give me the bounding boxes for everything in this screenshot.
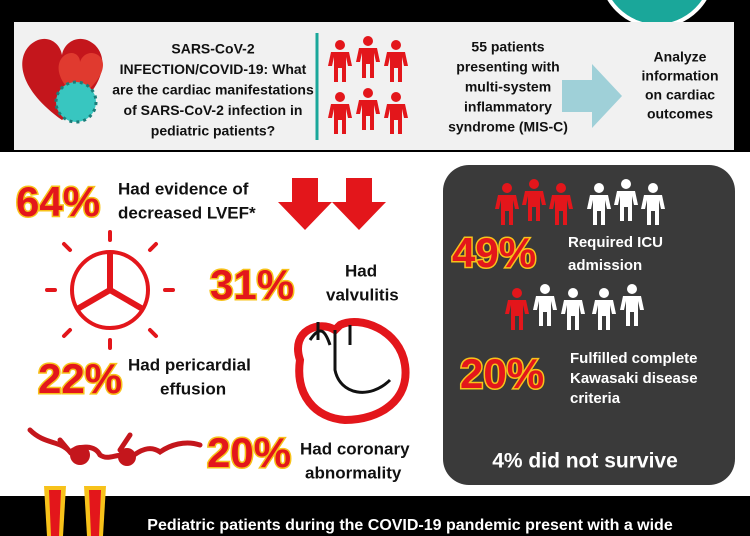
question-line: INFECTION/COVID-19: What bbox=[120, 61, 307, 77]
finding-text: effusion bbox=[160, 379, 226, 398]
finding-text: decreased LVEF* bbox=[118, 203, 256, 222]
finding-text: Had evidence of bbox=[118, 179, 249, 198]
conclusion: Pediatric patients during the COVID-19 p… bbox=[147, 517, 673, 534]
outcome-text: Required ICU bbox=[568, 234, 663, 251]
finding-text: abnormality bbox=[305, 463, 402, 482]
cohort-line: multi-system bbox=[465, 79, 551, 95]
aneurysm bbox=[70, 445, 90, 465]
question-line: SARS-CoV-2 bbox=[171, 41, 254, 57]
outcome-text: admission bbox=[568, 257, 642, 274]
outcome-text: Kawasaki disease bbox=[570, 370, 698, 387]
outcome-percent: 49% bbox=[452, 229, 536, 276]
finding-text: Had pericardial bbox=[128, 355, 251, 374]
cohort-line: inflammatory bbox=[464, 99, 552, 115]
finding-percent: 22% bbox=[38, 355, 122, 402]
outcome-percent: 20% bbox=[460, 350, 544, 397]
outcome-text: criteria bbox=[570, 390, 621, 407]
exclamation-icons bbox=[44, 486, 106, 536]
analysis-line: information bbox=[642, 68, 719, 84]
finding-percent: 31% bbox=[210, 261, 294, 308]
finding-percent: 20% bbox=[207, 429, 291, 476]
analysis-line: Analyze bbox=[654, 49, 707, 65]
question-line: are the cardiac manifestations bbox=[112, 82, 314, 98]
heart-virus-icon bbox=[22, 38, 104, 124]
aneurysm bbox=[118, 448, 136, 466]
heart-icon bbox=[294, 317, 410, 425]
down-arrows bbox=[278, 178, 386, 230]
outcomes-panel bbox=[443, 165, 735, 485]
cohort-line: 55 patients bbox=[471, 39, 544, 55]
analysis-line: on cardiac bbox=[645, 87, 715, 103]
question-line: of SARS-CoV-2 infection in bbox=[124, 102, 303, 118]
finding-text: Had coronary bbox=[300, 439, 410, 458]
outcome-text: Fulfilled complete bbox=[570, 350, 698, 367]
analysis-line: outcomes bbox=[647, 106, 713, 122]
coronary-icon bbox=[27, 427, 203, 462]
cohort-line: syndrome (MIS-C) bbox=[448, 119, 568, 135]
finding-text: valvulitis bbox=[326, 285, 399, 304]
finding-percent: 64% bbox=[16, 178, 100, 225]
arrow bbox=[562, 64, 622, 128]
cohort-line: presenting with bbox=[456, 59, 559, 75]
valve-icon bbox=[45, 230, 175, 350]
question-line: pediatric patients? bbox=[151, 123, 275, 139]
mortality: 4% did not survive bbox=[492, 450, 678, 473]
finding-text: Had bbox=[345, 261, 377, 280]
